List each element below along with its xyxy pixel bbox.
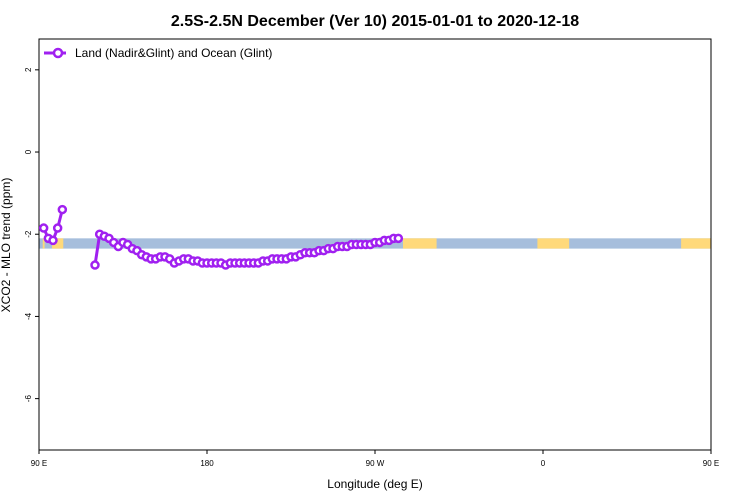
data-point — [90, 260, 100, 270]
series-layer — [38, 204, 404, 270]
y-axis: 2 0 -2 -4 -6 — [24, 67, 39, 402]
legend: Land (Nadir&Glint) and Ocean (Glint) — [44, 46, 272, 60]
legend-marker — [52, 47, 64, 59]
x-tick-label: 90 W — [366, 459, 385, 468]
legend-label: Land (Nadir&Glint) and Ocean (Glint) — [75, 46, 272, 60]
y-tick-label: -6 — [24, 395, 33, 403]
x-tick-label: 90 E — [31, 459, 47, 468]
data-point — [57, 204, 68, 215]
x-tick-label: 90 E — [703, 459, 719, 468]
y-axis-label: XCO2 - MLO trend (ppm) — [0, 178, 13, 313]
x-tick-label: 0 — [541, 459, 546, 468]
chart-title: 2.5S-2.5N December (Ver 10) 2015-01-01 t… — [171, 13, 579, 30]
data-point — [52, 223, 63, 233]
data-point — [393, 233, 404, 244]
x-axis-label: Longitude (deg E) — [327, 477, 422, 491]
land-segment — [42, 238, 45, 249]
y-tick-label: 2 — [24, 67, 33, 72]
y-tick-label: -4 — [24, 312, 33, 320]
land-segment — [681, 238, 711, 249]
land-segment — [52, 238, 64, 249]
x-axis: 90 E 180 90 W 0 90 E — [31, 450, 719, 468]
data-point — [48, 235, 58, 246]
y-tick-label: 0 — [24, 149, 33, 154]
y-tick-label: -2 — [24, 230, 33, 238]
land-segment — [403, 238, 437, 249]
x-tick-label: 180 — [200, 459, 214, 468]
data-point — [38, 223, 49, 233]
land-segment — [537, 238, 570, 249]
